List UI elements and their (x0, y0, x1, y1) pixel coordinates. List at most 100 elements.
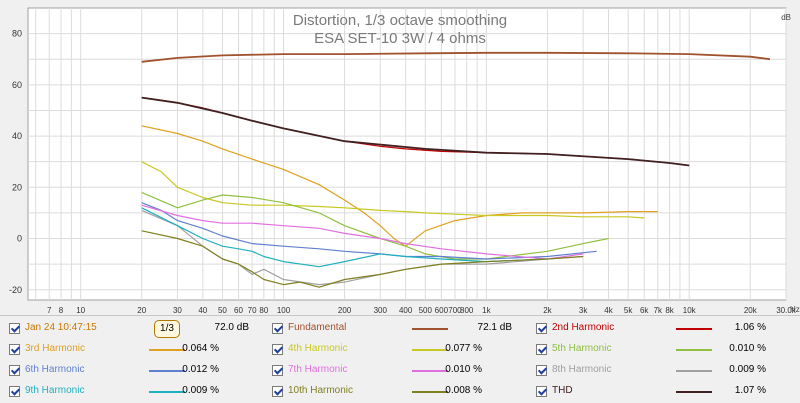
legend-item-measurement[interactable]: Jan 24 10:47:15 1/3 72.0 dB (9, 319, 264, 340)
legend-value: 0.009 % (182, 385, 219, 396)
x-tick-label: 4k (604, 306, 613, 315)
x-tick-label: 700 (448, 306, 462, 315)
x-tick-label: 20 (137, 306, 146, 315)
checkbox[interactable] (9, 386, 20, 397)
checkbox[interactable] (9, 344, 20, 355)
legend-label: 2nd Harmonic (552, 322, 615, 333)
series-line-9th-harmonic (141, 207, 548, 268)
x-tick-label: 70 (248, 306, 257, 315)
legend-label: 6th Harmonic (25, 364, 85, 375)
series-line-thd (141, 96, 690, 167)
checkbox[interactable] (272, 365, 283, 376)
legend-label: 8th Harmonic (552, 364, 612, 375)
legend-swatch (412, 328, 448, 330)
legend-item-3rd-harmonic[interactable]: 3rd Harmonic 0.064 % (9, 340, 264, 361)
legend-value: 1.06 % (734, 322, 766, 333)
legend-label: 7th Harmonic (288, 364, 348, 375)
grid (28, 8, 787, 300)
x-tick-label: 800 (460, 306, 474, 315)
legend-item-8th-harmonic[interactable]: 8th Harmonic 0.009 % (536, 361, 791, 382)
checkbox[interactable] (272, 344, 283, 355)
checkbox[interactable] (272, 323, 283, 334)
legend-swatch (149, 391, 185, 393)
chart-title: Distortion, 1/3 octave smoothing (293, 12, 507, 29)
x-tick-label: 500 (419, 306, 433, 315)
legend-value: 1.07 % (734, 385, 766, 396)
y-tick-label: 40 (12, 131, 22, 141)
x-tick-label: 400 (399, 306, 413, 315)
legend-value: 0.064 % (182, 343, 219, 354)
legend-item-4th-harmonic[interactable]: 4th Harmonic 0.077 % (272, 340, 527, 361)
legend-value: 72.1 dB (477, 322, 512, 333)
y-tick-label: -20 (9, 285, 22, 295)
x-tick-label: 5k (624, 306, 633, 315)
x-tick-label: 8k (665, 306, 674, 315)
checkbox[interactable] (272, 386, 283, 397)
legend-label: 9th Harmonic (25, 385, 85, 396)
x-tick-label: 20k (744, 306, 758, 315)
legend-row: 6th Harmonic 0.012 % 7th Harmonic 0.010 … (0, 361, 800, 382)
legend-item-thd[interactable]: THD 1.07 % (536, 382, 791, 403)
legend-row: Jan 24 10:47:15 1/3 72.0 dB Fundamental … (0, 319, 800, 340)
legend-swatch (676, 391, 712, 393)
checkbox[interactable] (536, 365, 547, 376)
chart-subtitle: ESA SET-10 3W / 4 ohms (314, 30, 486, 47)
legend-value: 0.010 % (729, 343, 766, 354)
x-tick-label: 7 (47, 306, 52, 315)
x-tick-label: 40 (198, 306, 207, 315)
y-tick-label: 0 (17, 234, 22, 244)
x-tick-label: 200 (338, 306, 352, 315)
legend-swatch (149, 349, 185, 351)
x-tick-label: 300 (374, 306, 388, 315)
series-line-4th-harmonic (141, 161, 645, 219)
x-tick-label: 600 (435, 306, 449, 315)
legend-label: 4th Harmonic (288, 343, 348, 354)
checkbox[interactable] (536, 323, 547, 334)
series-line-10th-harmonic (141, 230, 584, 288)
checkbox[interactable] (536, 344, 547, 355)
y-axis-label: dB (781, 13, 791, 22)
x-tick-label: 1k (482, 306, 491, 315)
legend-item-5th-harmonic[interactable]: 5th Harmonic 0.010 % (536, 340, 791, 361)
legend-label: 5th Harmonic (552, 343, 612, 354)
x-tick-label: 7k (654, 306, 663, 315)
smoothing-button[interactable]: 1/3 (154, 320, 180, 338)
legend-swatch (412, 370, 448, 372)
legend-item-9th-harmonic[interactable]: 9th Harmonic 0.009 % (9, 382, 264, 403)
x-tick-label: 10k (683, 306, 697, 315)
x-tick-label: 80 (259, 306, 268, 315)
legend-item-2nd-harmonic[interactable]: 2nd Harmonic 1.06 % (536, 319, 791, 340)
series-group (141, 51, 771, 288)
legend-item-7th-harmonic[interactable]: 7th Harmonic 0.010 % (272, 361, 527, 382)
legend-item-6th-harmonic[interactable]: 6th Harmonic 0.012 % (9, 361, 264, 382)
legend-swatch (412, 391, 448, 393)
legend-swatch (149, 370, 185, 372)
series-line-5th-harmonic (141, 191, 609, 260)
legend-swatch (676, 328, 712, 330)
legend-swatch (412, 349, 448, 351)
legend-value: 0.077 % (445, 343, 482, 354)
legend-label: THD (552, 385, 573, 396)
legend-value: 0.012 % (182, 364, 219, 375)
x-tick-label: 100 (277, 306, 291, 315)
checkbox[interactable] (9, 365, 20, 376)
legend-item-fundamental[interactable]: Fundamental 72.1 dB (272, 319, 527, 340)
y-tick-label: 60 (12, 80, 22, 90)
x-tick-label: 30 (173, 306, 182, 315)
series-line-3rd-harmonic (141, 125, 658, 247)
legend-item-10th-harmonic[interactable]: 10th Harmonic 0.008 % (272, 382, 527, 403)
legend-row: 3rd Harmonic 0.064 % 4th Harmonic 0.077 … (0, 340, 800, 361)
legend-value: 0.010 % (445, 364, 482, 375)
x-tick-label: 50 (218, 306, 227, 315)
series-line-fundamental (141, 51, 771, 63)
checkbox[interactable] (9, 323, 20, 334)
legend-swatch (676, 349, 712, 351)
x-tick-label: 8 (59, 306, 64, 315)
series-line-7th-harmonic (141, 204, 584, 260)
checkbox[interactable] (536, 386, 547, 397)
plot-area[interactable] (27, 7, 787, 301)
series-line-6th-harmonic (141, 202, 597, 260)
x-tick-label: 6k (640, 306, 649, 315)
